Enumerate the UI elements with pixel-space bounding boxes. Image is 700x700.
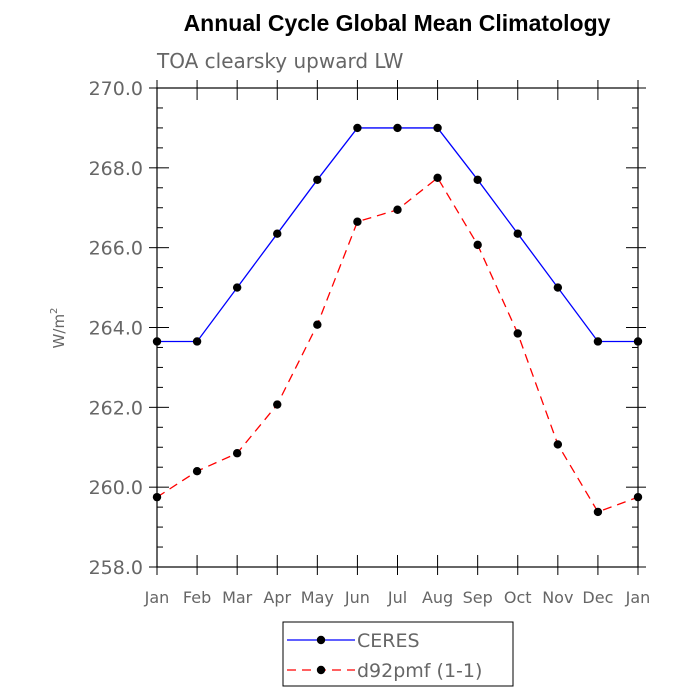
- data-point: [473, 175, 482, 185]
- y-axis-ticks: 258.0 260.0 262.0 264.0 266.0 268.0 270.0: [89, 78, 646, 579]
- y-tick-label: 270.0: [89, 78, 143, 100]
- data-point: [353, 123, 362, 133]
- y-tick-label: 264.0: [89, 318, 143, 340]
- legend-swatch-marker: [316, 635, 326, 645]
- y-axis-label-base: W/m: [50, 314, 68, 349]
- x-tick-label: Oct: [504, 588, 532, 607]
- data-point: [553, 283, 563, 292]
- data-point: [353, 217, 362, 226]
- y-tick-label: 258.0: [89, 557, 143, 579]
- x-tick-label: May: [301, 588, 334, 607]
- data-point: [433, 123, 442, 133]
- data-point: [273, 400, 282, 409]
- plot-border: [156, 87, 639, 568]
- x-tick-label: Mar: [222, 588, 253, 607]
- data-point: [313, 175, 322, 185]
- data-point: [633, 337, 643, 346]
- x-tick-label: Sep: [463, 588, 493, 607]
- plot-frame: [156, 87, 639, 568]
- x-tick-label: Aug: [422, 588, 453, 607]
- data-point: [232, 449, 242, 458]
- data-point: [553, 440, 563, 449]
- x-axis-ticks: Jan Feb Mar Apr May Jun Jul Aug Sep Oct Nov Dec Jan: [144, 80, 651, 607]
- series-line: [156, 176, 639, 513]
- data-point: [393, 123, 402, 133]
- y-tick-label: 260.0: [89, 477, 143, 499]
- y-tick-label: 268.0: [89, 158, 143, 180]
- x-tick-label: Jun: [344, 588, 370, 607]
- y-axis-label: W/m2: [49, 308, 68, 349]
- data-point: [152, 492, 162, 502]
- data-point: [593, 507, 603, 517]
- data-point: [473, 240, 482, 250]
- y-tick-label: 266.0: [89, 238, 143, 260]
- x-tick-label: Feb: [183, 588, 211, 607]
- data-point: [593, 337, 603, 346]
- y-axis-label-superscript: 2: [49, 308, 60, 314]
- legend: CERES d92pmf (1-1): [282, 621, 514, 687]
- x-tick-label: Nov: [542, 588, 573, 607]
- data-point: [433, 173, 442, 183]
- legend-box: [282, 621, 514, 687]
- legend-swatch-marker: [316, 665, 326, 675]
- chart-title: Annual Cycle Global Mean Climatology: [184, 10, 611, 36]
- data-point: [152, 337, 162, 346]
- data-point: [513, 229, 522, 238]
- data-point: [313, 320, 322, 329]
- y-tick-label: 262.0: [89, 397, 143, 419]
- legend-label: d92pmf (1-1): [357, 660, 482, 682]
- data-point: [633, 492, 643, 502]
- data-point: [513, 329, 522, 338]
- chart-subtitle: TOA clearsky upward LW: [156, 49, 404, 73]
- series-layer: [152, 123, 643, 517]
- data-point: [192, 467, 202, 476]
- data-point: [192, 337, 202, 346]
- x-tick-label: Dec: [582, 588, 613, 607]
- data-point: [393, 205, 402, 214]
- legend-label: CERES: [357, 630, 420, 652]
- data-point: [273, 229, 282, 238]
- series-0: [152, 123, 643, 346]
- data-point: [232, 283, 242, 292]
- legend-entry: d92pmf (1-1): [287, 660, 482, 682]
- x-tick-label: Jul: [387, 588, 407, 607]
- x-tick-label: Jan: [144, 588, 170, 607]
- legend-entry: CERES: [287, 630, 420, 652]
- series-line: [157, 127, 638, 343]
- x-tick-label: Apr: [263, 588, 291, 607]
- x-tick-label: Jan: [625, 588, 651, 607]
- series-1: [152, 173, 643, 517]
